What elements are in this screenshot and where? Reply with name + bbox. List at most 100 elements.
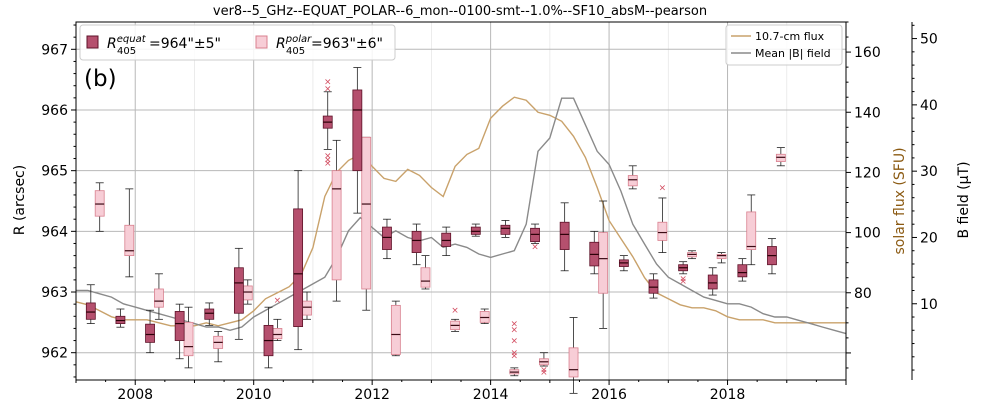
legend-polar-sub: 405 <box>286 46 305 57</box>
legend-polar-super: polar <box>285 34 312 45</box>
legend-equat-label: Requat <box>107 34 147 52</box>
equat-box <box>441 232 452 247</box>
panel-label: (b) <box>84 66 117 92</box>
polar-box <box>420 267 431 288</box>
legend-polar-value: =963"±6" <box>311 36 383 52</box>
polar-outlier: × <box>540 368 548 378</box>
y-tick-label: 964 <box>41 224 68 240</box>
y-tick-label: 967 <box>41 42 68 58</box>
polar-box <box>272 328 283 340</box>
equat-outlier: × <box>531 243 539 253</box>
equat-box <box>737 264 748 278</box>
equat-box <box>411 230 422 253</box>
flux-tick-label: 80 <box>854 286 872 302</box>
polar-outlier: × <box>511 337 519 347</box>
polar-outlier: × <box>451 306 459 316</box>
bfield-axis-label: B field (µT) <box>956 161 972 238</box>
bfield-tick-label: 40 <box>920 98 938 114</box>
legend-boxes-frame <box>79 24 396 61</box>
polar-box <box>627 175 638 187</box>
bfield-tick-label: 30 <box>920 164 938 180</box>
legend-equat-sub: 405 <box>117 46 136 57</box>
flux-axis-label: solar flux (SFU) <box>892 147 908 254</box>
equat-box <box>648 279 659 294</box>
legend-polar-label: Rpolar <box>276 34 312 52</box>
x-tick-label: 2014 <box>473 387 509 403</box>
x-tick-label: 2008 <box>117 387 153 403</box>
polar-box <box>598 232 609 294</box>
bfield-line <box>76 97 847 335</box>
polar-outlier: × <box>511 320 519 330</box>
equat-box <box>500 224 511 235</box>
equat-outlier: × <box>324 151 332 161</box>
y-tick-label: 962 <box>41 346 68 362</box>
polar-outlier: × <box>659 184 667 194</box>
equat-box <box>470 226 481 235</box>
equat-box <box>233 267 244 314</box>
y-tick-label: 966 <box>41 103 68 119</box>
flux-tick-label: 140 <box>854 105 881 121</box>
legend-polar-prefix: R <box>276 36 286 52</box>
equat-box <box>204 308 215 320</box>
x-axis: 2008 2010 2012 2014 2016 2018 <box>75 380 847 403</box>
bfield-line-layer <box>76 97 847 335</box>
x-tick-label: 2016 <box>591 387 627 403</box>
equat-box <box>85 302 96 320</box>
equat-outlier: × <box>324 159 332 169</box>
legend-equat-swatch <box>86 35 99 49</box>
polar-box <box>716 253 727 260</box>
legend-lines: 10.7-cm flux Mean |B| field <box>725 24 843 66</box>
bfield-tick-label: 50 <box>920 32 938 48</box>
equat-box <box>145 323 155 343</box>
polar-box <box>183 321 194 357</box>
polar-box <box>242 285 253 301</box>
chart-title: ver8--5_GHz--EQUAT_POLAR--6_mon--0100-sm… <box>213 4 707 19</box>
equat-outlier: × <box>324 85 332 95</box>
equat-outlier: × <box>679 277 687 287</box>
equat-box <box>352 89 363 172</box>
flux-tick-label: 160 <box>854 45 881 61</box>
polar-box <box>154 288 164 308</box>
equat-outlier: × <box>324 156 332 166</box>
polar-box <box>657 221 668 241</box>
equat-box <box>382 226 392 250</box>
equat-box <box>174 311 185 341</box>
legend-equat-super: equat <box>117 34 147 45</box>
equat-outlier: × <box>324 77 332 87</box>
legend-polar-swatch <box>255 35 268 49</box>
polar-outlier: × <box>511 352 519 362</box>
legend-boxes: Requat 405 =964"±5" Rpolar 405 =963"±6" <box>79 24 396 61</box>
polar-box <box>568 347 579 378</box>
equat-box <box>115 315 126 324</box>
y-axis-flux: 80 100 120 140 160 <box>846 21 881 369</box>
boxes-equat: ×××××××× <box>85 67 777 369</box>
polar-box <box>390 304 401 355</box>
equat-box <box>707 274 718 290</box>
flux-line-layer <box>75 96 846 327</box>
polar-outlier: × <box>511 326 519 336</box>
polar-box <box>746 211 757 250</box>
y-axis-bfield: 10 20 30 40 50 <box>911 22 938 380</box>
flux-tick-label: 120 <box>854 165 881 181</box>
polar-box <box>361 136 372 290</box>
y-axis-left: 962 963 964 965 966 967 <box>41 24 76 378</box>
bfield-tick-label: 10 <box>920 297 938 313</box>
legend-bfield-label: Mean |B| field <box>755 47 831 60</box>
polar-box <box>94 190 105 217</box>
equat-box <box>559 221 570 250</box>
polar-box <box>124 224 135 257</box>
y-axis-label: R (arcsec) <box>12 165 28 235</box>
bfield-tick-label: 20 <box>920 230 938 246</box>
legend-lines-frame <box>725 24 843 66</box>
polar-outlier: × <box>274 296 282 306</box>
legend-equat-prefix: R <box>107 36 117 52</box>
polar-box <box>479 311 490 323</box>
x-tick-label: 2012 <box>354 387 390 403</box>
polar-outlier: × <box>540 366 548 376</box>
flux-line <box>75 96 846 327</box>
polar-outlier: × <box>511 349 519 359</box>
x-tick-label: 2018 <box>710 387 746 403</box>
equat-outlier: × <box>679 275 687 285</box>
equat-box <box>530 227 540 243</box>
